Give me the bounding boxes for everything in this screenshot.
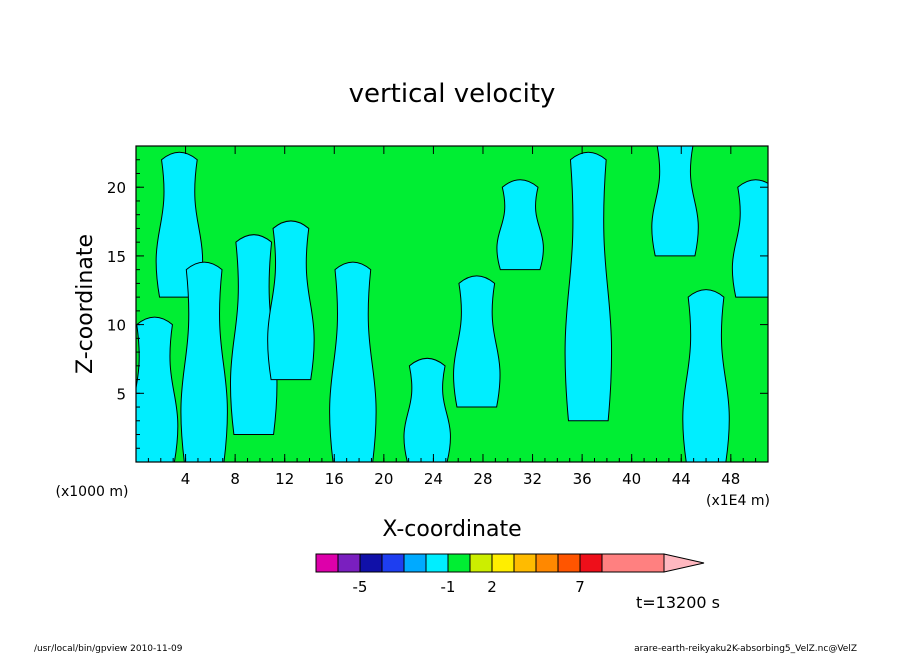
x-tick-label: 8 [230, 470, 240, 488]
y-tick-label: 5 [116, 385, 126, 403]
footer-left: /usr/local/bin/gpview 2010-11-09 [34, 644, 183, 654]
colorbar-cell [403, 553, 427, 573]
footer-right: arare-earth-reikyaku2K-absorbing5_VelZ.n… [634, 644, 857, 654]
x-tick-label: 20 [374, 470, 393, 488]
x-tick-label: 16 [325, 470, 344, 488]
chart-title: vertical velocity [349, 79, 556, 109]
contour-band [651, 146, 699, 257]
colorbar-label: 7 [575, 578, 585, 596]
x-axis-label: X-coordinate [382, 517, 521, 542]
colorbar-cell [447, 553, 471, 573]
x-unit-left: (x1000 m) [56, 484, 129, 500]
colorbar-cell [513, 553, 537, 573]
colorbar: -5 -1 2 7 [315, 553, 705, 596]
x-tick-label: 12 [275, 470, 294, 488]
y-tick-label: 15 [107, 248, 126, 266]
colorbar-cell [425, 553, 449, 573]
contour-band [453, 275, 501, 408]
contour-band [496, 179, 544, 271]
colorbar-cell [557, 553, 581, 573]
colorbar-cell [359, 553, 383, 573]
time-label: t=13200 s [636, 593, 720, 612]
colorbar-label: 2 [487, 578, 497, 596]
colorbar-cell [469, 553, 493, 573]
contour-band [682, 289, 730, 462]
contour-band [731, 179, 768, 298]
plot-frame [135, 145, 769, 463]
x-tick-label: 36 [573, 470, 592, 488]
x-tick-label: 40 [622, 470, 641, 488]
contour-band [403, 357, 451, 462]
colorbar-cell [601, 553, 665, 573]
x-tick-label: 48 [721, 470, 740, 488]
colorbar-cell [491, 553, 515, 573]
contour-band [136, 316, 179, 462]
colorbar-cell [579, 553, 603, 573]
contour-band [155, 151, 204, 298]
colorbar-label: -5 [353, 578, 368, 596]
colorbar-arrow [663, 553, 705, 573]
y-tick-label: 20 [107, 179, 126, 197]
x-tick-label: 24 [424, 470, 443, 488]
colorbar-cell [337, 553, 361, 573]
x-tick-label: 32 [523, 470, 542, 488]
y-axis-label: Z-coordinate [73, 234, 98, 374]
x-tick-label: 4 [181, 470, 191, 488]
x-unit-right: (x1E4 m) [706, 493, 770, 509]
contour-band [564, 151, 613, 422]
contour-band [329, 261, 377, 462]
plot-area [135, 145, 769, 463]
y-tick-label: 10 [107, 317, 126, 335]
colorbar-cell [381, 553, 405, 573]
colorbar-cell [535, 553, 559, 573]
x-tick-label: 28 [473, 470, 492, 488]
colorbar-label: -1 [441, 578, 456, 596]
x-tick-label: 44 [672, 470, 691, 488]
contour-band [180, 261, 228, 462]
contour-bands [136, 146, 768, 462]
contour-band [267, 220, 315, 381]
colorbar-cell [315, 553, 339, 573]
